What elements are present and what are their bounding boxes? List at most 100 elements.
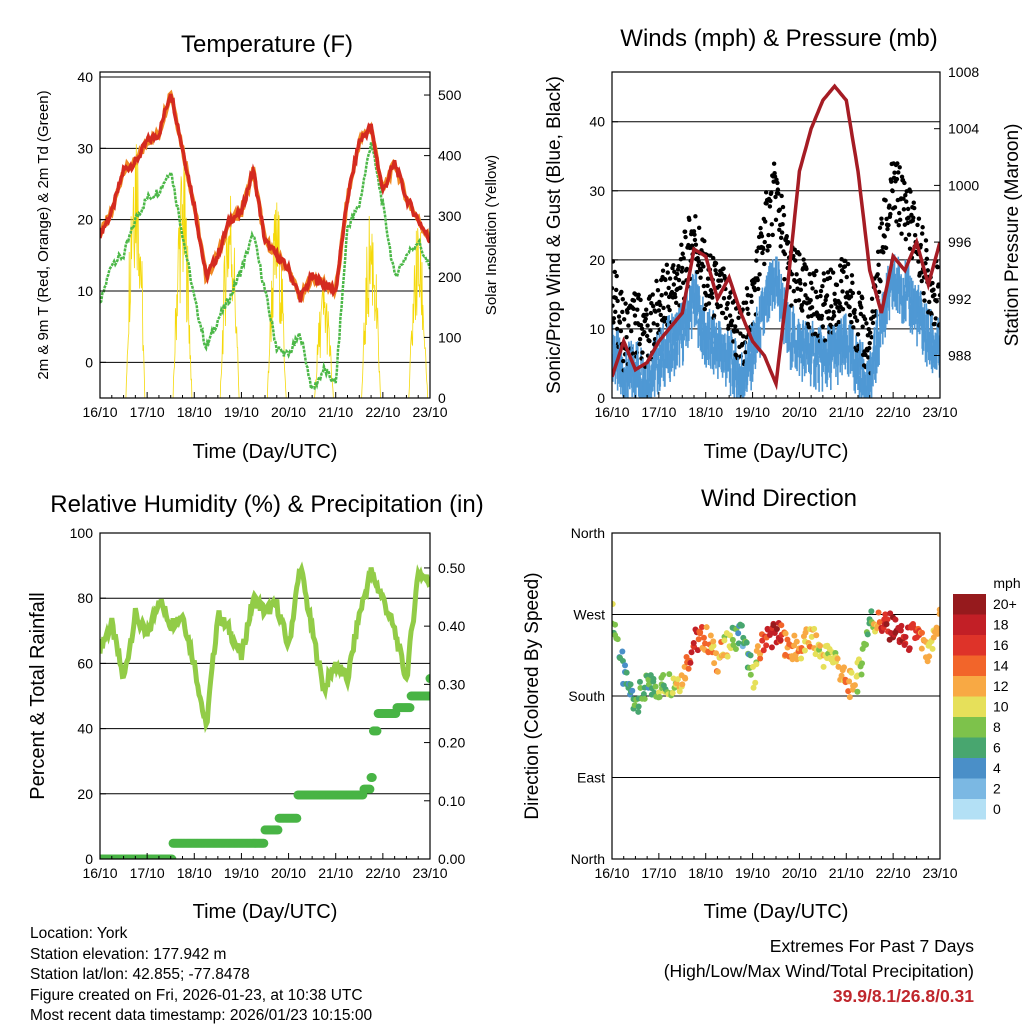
plot-frame <box>99 532 431 860</box>
precip-point <box>405 703 415 713</box>
direction-point <box>835 663 842 670</box>
y-axis-label: 2m & 9m T (Red, Orange) & 2m Td (Green) <box>35 90 52 379</box>
direction-point <box>670 675 677 682</box>
y2-tick-label: 0.30 <box>438 676 465 692</box>
gust-point <box>832 291 837 297</box>
precip-point <box>259 838 269 848</box>
gust-point <box>648 310 654 316</box>
direction-point <box>759 637 766 644</box>
gust-point <box>840 289 845 294</box>
y-tick-label: 40 <box>589 114 605 130</box>
gust-point <box>850 290 856 296</box>
gust-point <box>644 333 650 339</box>
gust-point <box>766 232 771 238</box>
legend-label: 12 <box>993 678 1009 694</box>
gust-point <box>644 307 649 312</box>
gust-point <box>691 229 697 234</box>
gust-point <box>829 304 834 309</box>
direction-point <box>858 671 865 678</box>
gust-point <box>831 309 836 315</box>
gust-point <box>896 222 901 228</box>
chart-title: Relative Humidity (%) & Precipitation (i… <box>50 491 483 518</box>
gust-point <box>825 270 831 275</box>
gust-point <box>876 262 881 268</box>
gust-point <box>841 269 846 275</box>
gust-point <box>879 221 885 226</box>
direction-point <box>834 655 841 662</box>
gust-point <box>683 234 688 240</box>
gust-point <box>658 312 663 318</box>
direction-point <box>883 621 890 628</box>
gust-point <box>935 265 940 270</box>
humidity-line <box>100 561 430 734</box>
direction-point <box>743 639 750 646</box>
panel-1 <box>611 71 941 399</box>
gust-point <box>782 251 788 257</box>
gust-point <box>671 263 676 268</box>
gust-point <box>761 246 766 252</box>
gust-point <box>648 328 653 333</box>
gust-point <box>905 220 910 226</box>
gust-point <box>775 187 781 192</box>
gust-point <box>890 188 895 194</box>
gust-point <box>755 286 761 292</box>
gust-point <box>862 316 868 322</box>
gust-point <box>636 292 641 298</box>
gust-point <box>850 280 855 286</box>
direction-point <box>714 668 721 675</box>
gust-point <box>830 270 836 275</box>
x-tick-label: 17/10 <box>130 404 165 420</box>
y2-tick-label: 0.20 <box>438 735 465 751</box>
gust-point <box>705 283 710 288</box>
gust-point <box>616 314 622 319</box>
gust-point <box>793 298 798 304</box>
gust-point <box>792 247 797 252</box>
gust-point <box>762 261 767 267</box>
gust-point <box>897 210 902 216</box>
x-tick-label: 16/10 <box>82 404 117 420</box>
precip-point <box>424 691 430 701</box>
x-axis-label: Time (Day/UTC) <box>193 441 338 463</box>
gust-point <box>752 280 757 285</box>
gust-point <box>682 229 688 234</box>
gust-point <box>843 258 848 264</box>
direction-point <box>936 606 940 613</box>
gust-point <box>842 264 848 269</box>
gust-point <box>918 242 923 248</box>
gust-point <box>687 217 692 223</box>
gust-point <box>919 278 924 284</box>
direction-point <box>849 686 856 693</box>
gust-point <box>915 222 920 228</box>
gust-point <box>899 231 904 236</box>
gust-point <box>638 323 644 328</box>
gust-point <box>920 225 925 230</box>
direction-point <box>727 632 734 639</box>
panel-2 <box>99 532 431 860</box>
x-tick-label: 22/10 <box>876 865 911 881</box>
extremes-subtitle: (High/Low/Max Wind/Total Precipitation) <box>663 961 974 981</box>
gust-point <box>723 315 729 321</box>
y-tick-label: 40 <box>77 69 93 85</box>
gust-point <box>680 251 685 256</box>
gust-point <box>733 324 738 329</box>
gust-point <box>823 297 828 303</box>
gust-point <box>905 206 911 212</box>
gust-point <box>612 303 615 308</box>
gust-point <box>674 271 680 277</box>
direction-point <box>763 642 770 649</box>
direction-point <box>738 622 745 629</box>
y-tick-label: 0 <box>597 390 605 406</box>
direction-point <box>645 676 652 683</box>
gust-point <box>876 289 882 295</box>
legend-label: 10 <box>993 699 1009 715</box>
precip-point <box>367 773 377 782</box>
gust-point <box>924 248 929 253</box>
x-tick-label: 21/10 <box>829 865 864 881</box>
x-tick-label: 18/10 <box>177 865 212 881</box>
gust-point <box>770 232 775 238</box>
gust-point <box>729 318 735 323</box>
chart-title: Temperature (F) <box>181 31 353 58</box>
direction-point <box>811 625 818 632</box>
gust-point <box>658 302 663 308</box>
gust-point <box>778 244 783 249</box>
